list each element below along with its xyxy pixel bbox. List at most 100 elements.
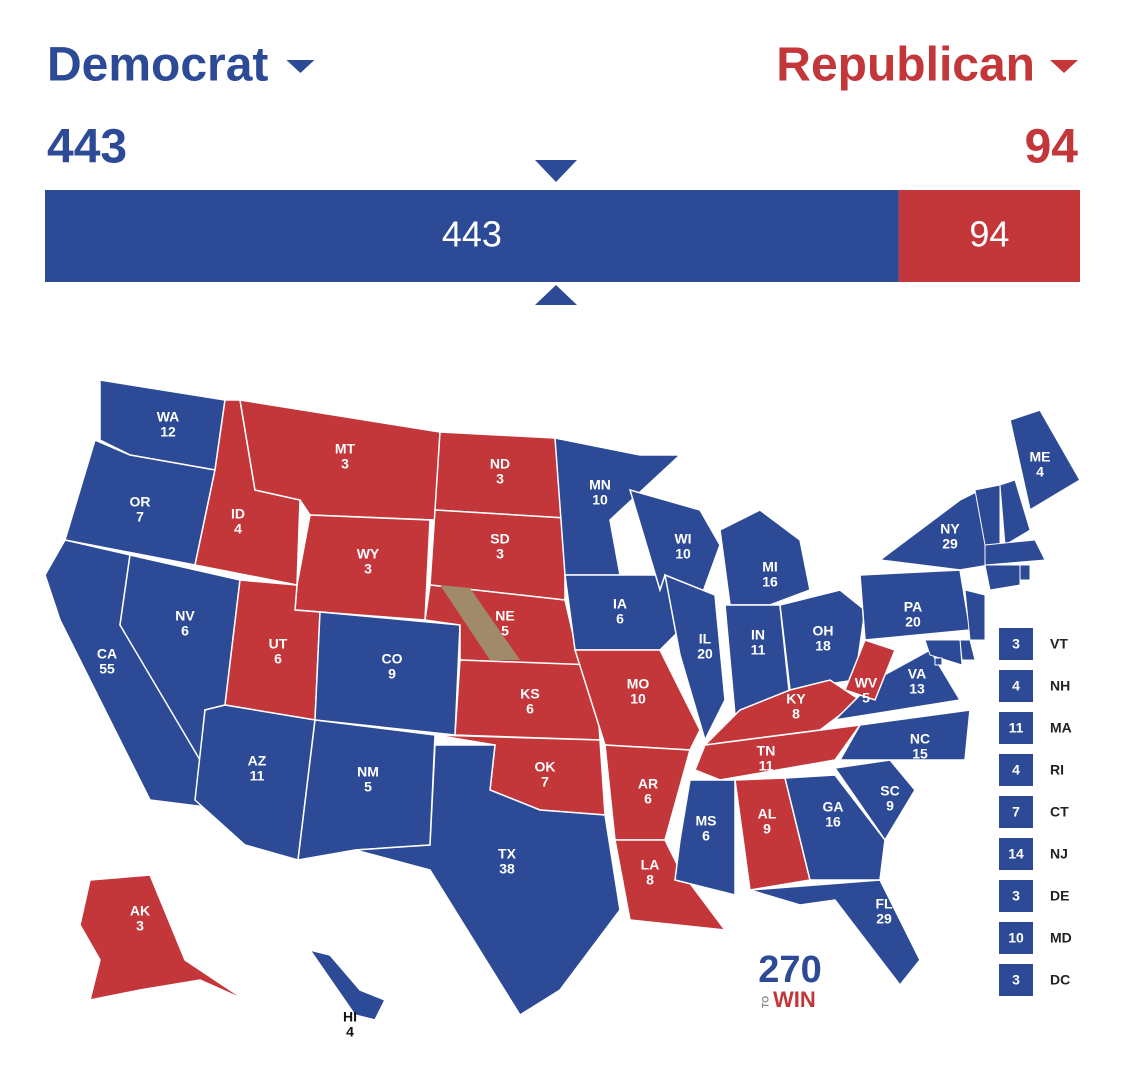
state-abbr: ND	[490, 456, 510, 472]
state-abbr: DE	[1050, 888, 1069, 904]
state-abbr: CT	[1050, 804, 1069, 820]
state-votes: 4	[234, 521, 242, 537]
state-votes: 7	[1012, 804, 1020, 820]
state-votes: 15	[912, 746, 928, 762]
state-shape[interactable]	[779, 589, 866, 691]
state-abbr: FL	[875, 896, 893, 912]
state-shape[interactable]	[664, 573, 726, 743]
state-votes: 11	[1009, 720, 1024, 736]
vote-box[interactable]	[999, 712, 1033, 744]
state-shape[interactable]	[784, 774, 886, 881]
state-shape[interactable]	[844, 639, 896, 701]
state-shape[interactable]	[294, 514, 431, 621]
state-votes: 9	[388, 666, 396, 682]
vote-box[interactable]	[999, 880, 1033, 912]
bar-label: 94	[969, 214, 1009, 255]
state-votes: 20	[697, 646, 713, 662]
state-shape[interactable]	[719, 509, 811, 606]
vote-box[interactable]	[999, 838, 1033, 870]
state-votes: 4	[1012, 678, 1020, 694]
state-abbr: AK	[130, 903, 150, 919]
vote-box[interactable]	[999, 628, 1033, 660]
state-shape[interactable]	[964, 589, 986, 641]
state-shape[interactable]	[984, 564, 1021, 591]
vote-box[interactable]	[999, 922, 1033, 954]
logo-to: TO	[760, 996, 770, 1008]
state-shape[interactable]	[878, 488, 991, 571]
state-shape[interactable]	[749, 879, 921, 987]
vote-box[interactable]	[999, 670, 1033, 702]
state-votes: 12	[160, 424, 176, 440]
state-votes: 7	[136, 509, 144, 525]
state-votes: 5	[364, 779, 372, 795]
state-abbr: MO	[627, 676, 650, 692]
state-votes: 6	[526, 701, 534, 717]
state-abbr: PA	[904, 599, 922, 615]
state-abbr: CO	[382, 651, 403, 667]
vote-box[interactable]	[999, 796, 1033, 828]
state-votes: 6	[644, 791, 652, 807]
party-name[interactable]: Republican	[776, 39, 1035, 92]
state-abbr: WV	[855, 675, 878, 691]
state-votes: 6	[181, 623, 189, 639]
dropdown-caret[interactable]	[1050, 60, 1078, 73]
state-shape[interactable]	[984, 539, 1046, 566]
state-shape[interactable]	[564, 574, 681, 651]
state-shape[interactable]	[959, 639, 976, 661]
party-name[interactable]: Democrat	[47, 39, 268, 92]
state-abbr: OK	[535, 759, 556, 775]
state-shape[interactable]	[674, 779, 736, 896]
state-shape[interactable]	[354, 744, 621, 1017]
state-abbr: WA	[157, 409, 180, 425]
dropdown-caret[interactable]	[286, 60, 315, 73]
state-votes: 3	[364, 561, 372, 577]
state-abbr: NC	[910, 731, 930, 747]
state-shape[interactable]	[1019, 564, 1031, 581]
vote-box[interactable]	[999, 964, 1033, 996]
bar-label: 443	[442, 214, 502, 255]
state-shape[interactable]	[573, 649, 701, 751]
state-abbr: MI	[762, 559, 778, 575]
party-total: 443	[47, 121, 127, 174]
state-shape[interactable]	[999, 479, 1031, 546]
split-district	[440, 585, 520, 660]
state-votes: 3	[341, 456, 349, 472]
state-abbr: NE	[495, 608, 514, 624]
state-abbr: TN	[757, 743, 776, 759]
state-shape[interactable]	[1009, 409, 1082, 512]
state-shape[interactable]	[833, 759, 916, 842]
state-votes: 3	[1012, 636, 1020, 652]
vote-box[interactable]	[999, 754, 1033, 786]
state-votes: 6	[702, 828, 710, 844]
party-total: 94	[1025, 121, 1079, 174]
state-shape[interactable]	[79, 874, 246, 1001]
state-abbr: NJ	[1050, 846, 1068, 862]
state-votes: 8	[646, 872, 654, 888]
state-abbr: ID	[231, 506, 245, 522]
state-shape[interactable]	[614, 839, 727, 931]
state-abbr: OH	[813, 623, 834, 639]
state-votes: 6	[274, 651, 282, 667]
state-votes: 4	[1012, 762, 1020, 778]
state-shape[interactable]	[934, 657, 943, 666]
state-shape[interactable]	[308, 948, 387, 1021]
state-votes: 18	[815, 638, 831, 654]
state-abbr: MT	[335, 441, 356, 457]
state-shape[interactable]	[838, 709, 971, 761]
state-abbr: WI	[674, 531, 691, 547]
state-votes: 3	[496, 471, 504, 487]
bar-segment	[898, 190, 1080, 282]
state-abbr: KS	[520, 686, 539, 702]
state-abbr: MA	[1050, 720, 1072, 736]
logo-win: WIN	[773, 987, 816, 1012]
state-votes: 16	[825, 814, 841, 830]
state-abbr: NH	[1050, 678, 1070, 694]
state-shape[interactable]	[924, 639, 963, 666]
state-votes: 10	[675, 546, 691, 562]
state-abbr: IL	[699, 631, 712, 647]
state-abbr: NM	[357, 764, 379, 780]
state-votes: 14	[1008, 846, 1024, 862]
vote-bar: 443 94	[45, 160, 1080, 305]
state-shape[interactable]	[694, 724, 862, 781]
